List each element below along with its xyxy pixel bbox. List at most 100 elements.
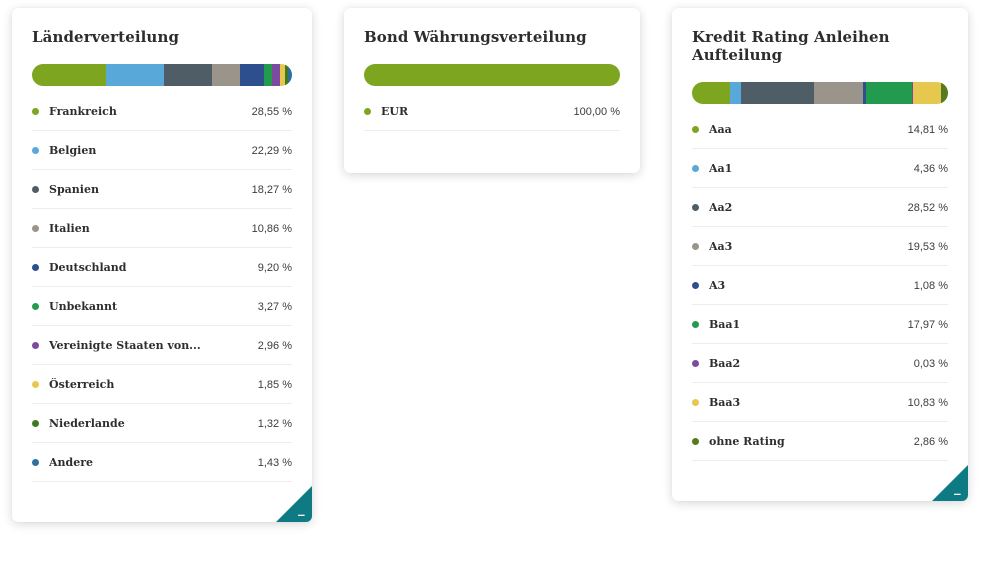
legend-label: Deutschland [49, 261, 127, 274]
legend-dot-icon [692, 438, 699, 445]
legend-row: Frankreich 28,55 % [32, 92, 292, 131]
bar-segment-vereinigte-staaten-von[interactable] [272, 64, 281, 86]
bar-segment-unbekannt[interactable] [263, 64, 273, 86]
bar-segment-eur[interactable] [364, 64, 620, 86]
legend-row: Baa1 17,97 % [692, 305, 948, 344]
legend-list: EUR 100,00 % [364, 92, 620, 131]
legend-value: 17,97 % [907, 318, 948, 331]
distribution-bar [32, 64, 292, 86]
legend-row: Vereinigte Staaten von... 2,96 % [32, 326, 292, 365]
legend-row: Spanien 18,27 % [32, 170, 292, 209]
legend-value: 18,27 % [251, 183, 292, 196]
legend-label: Italien [49, 222, 90, 235]
minus-icon: – [297, 507, 305, 522]
legend-value: 22,29 % [251, 144, 292, 157]
dashboard: Länderverteilung Frankreich 28,55 % Belg… [32, 8, 968, 522]
card-title: Kredit Rating Anleihen Aufteilung [692, 28, 890, 64]
bar-segment-a3[interactable] [863, 82, 867, 104]
legend-row: Belgien 22,29 % [32, 131, 292, 170]
legend-value: 1,32 % [257, 417, 292, 430]
bar-segment-aa3[interactable] [813, 82, 864, 104]
bar-segment-aa2[interactable] [740, 82, 814, 104]
collapse-corner-button[interactable]: – [276, 486, 312, 522]
legend-dot-icon [692, 321, 699, 328]
legend-dot-icon [364, 108, 371, 115]
legend-value: 10,86 % [251, 222, 292, 235]
legend-row: Baa3 10,83 % [692, 383, 948, 422]
legend-dot-icon [692, 243, 699, 250]
legend-value: 3,27 % [257, 300, 292, 313]
legend-value: 1,43 % [257, 456, 292, 469]
legend-dot-icon [32, 264, 39, 271]
legend-label: Österreich [49, 378, 115, 391]
legend-dot-icon [692, 165, 699, 172]
legend-value: 1,08 % [913, 279, 948, 292]
bar-segment-sterreich[interactable] [280, 64, 285, 86]
bar-segment-niederlande[interactable] [284, 64, 289, 86]
legend-row: Österreich 1,85 % [32, 365, 292, 404]
card-kredit-rating-aufteilung: Kredit Rating Anleihen Aufteilung Aaa 14… [672, 8, 968, 501]
legend-dot-icon [692, 360, 699, 367]
legend-row: Niederlande 1,32 % [32, 404, 292, 443]
legend-row: Aaa 14,81 % [692, 110, 948, 149]
legend-dot-icon [692, 126, 699, 133]
legend-label: Vereinigte Staaten von... [49, 339, 201, 352]
legend-dot-icon [32, 420, 39, 427]
bar-segment-andere[interactable] [288, 64, 292, 86]
legend-label: Andere [49, 456, 94, 469]
legend-value: 1,85 % [257, 378, 292, 391]
legend-row: Italien 10,86 % [32, 209, 292, 248]
legend-dot-icon [32, 108, 39, 115]
legend-label: Aa1 [709, 162, 733, 175]
collapse-corner-button[interactable]: – [932, 465, 968, 501]
legend-dot-icon [32, 147, 39, 154]
bar-segment-baa1[interactable] [866, 82, 913, 104]
legend-dot-icon [692, 204, 699, 211]
card-title: Bond Währungsverteilung [364, 28, 587, 46]
legend-label: Baa2 [709, 357, 741, 370]
bar-segment-aaa[interactable] [692, 82, 730, 104]
bar-segment-deutschland[interactable] [239, 64, 264, 86]
legend-dot-icon [32, 342, 39, 349]
bar-segment-ohne-rating[interactable] [940, 82, 948, 104]
bar-segment-italien[interactable] [211, 64, 240, 86]
legend-value: 10,83 % [907, 396, 948, 409]
bar-segment-belgien[interactable] [106, 64, 165, 86]
distribution-bar [692, 82, 948, 104]
legend-dot-icon [32, 381, 39, 388]
legend-dot-icon [692, 282, 699, 289]
legend-value: 2,86 % [913, 435, 948, 448]
legend-value: 2,96 % [257, 339, 292, 352]
legend-row: A3 1,08 % [692, 266, 948, 305]
legend-label: Aa3 [709, 240, 733, 253]
legend-row: Unbekannt 3,27 % [32, 287, 292, 326]
legend-dot-icon [32, 303, 39, 310]
bar-segment-baa2[interactable] [912, 82, 914, 104]
legend-label: EUR [381, 105, 409, 118]
legend-list: Frankreich 28,55 % Belgien 22,29 % S [32, 92, 292, 482]
card-title: Länderverteilung [32, 28, 180, 46]
legend-label: Frankreich [49, 105, 117, 118]
bar-segment-baa3[interactable] [913, 82, 941, 104]
bar-segment-aa1[interactable] [729, 82, 741, 104]
legend-list: Aaa 14,81 % Aa1 4,36 % Aa2 [692, 110, 948, 461]
legend-row: Deutschland 9,20 % [32, 248, 292, 287]
legend-value: 28,52 % [907, 201, 948, 214]
legend-dot-icon [692, 399, 699, 406]
legend-label: A3 [709, 279, 726, 292]
legend-row: EUR 100,00 % [364, 92, 620, 131]
legend-dot-icon [32, 225, 39, 232]
legend-value: 28,55 % [251, 105, 292, 118]
legend-dot-icon [32, 186, 39, 193]
legend-label: Belgien [49, 144, 97, 157]
minus-icon: – [953, 486, 961, 501]
legend-row: ohne Rating 2,86 % [692, 422, 948, 461]
legend-value: 9,20 % [257, 261, 292, 274]
legend-label: Baa1 [709, 318, 741, 331]
bar-segment-spanien[interactable] [164, 64, 212, 86]
card-bond-waehrungsverteilung: Bond Währungsverteilung EUR 100,00 % [344, 8, 640, 173]
legend-label: Aaa [709, 123, 732, 136]
legend-row: Aa3 19,53 % [692, 227, 948, 266]
legend-dot-icon [32, 459, 39, 466]
bar-segment-frankreich[interactable] [32, 64, 107, 86]
